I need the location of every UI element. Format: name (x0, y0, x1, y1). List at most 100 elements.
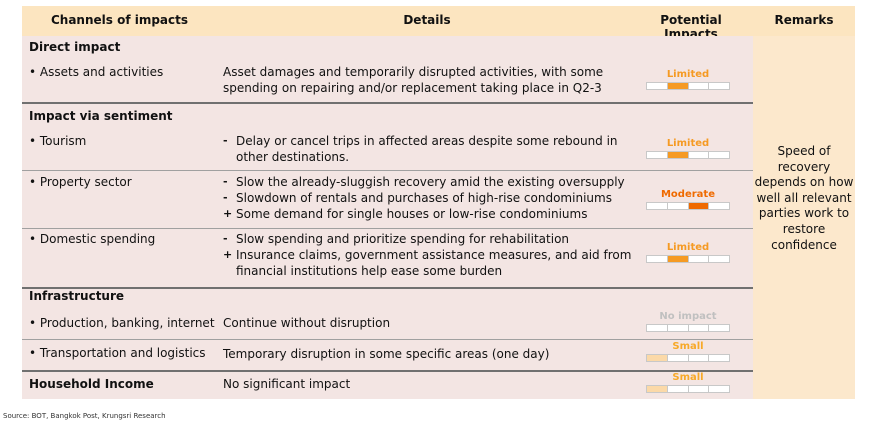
impact-label: Moderate (660, 189, 715, 200)
impact-bar-segment (708, 202, 730, 210)
details-cell: - Delay or cancel trips in affected areas… (223, 133, 618, 165)
impact-bar-segment (666, 385, 689, 393)
impact-label: Limited (666, 69, 710, 80)
detail-line: - Slow spending and prioritize spending f… (223, 231, 631, 247)
minus-marker: - (223, 134, 228, 147)
detail-text: Slowdown of rentals and purchases of hig… (236, 191, 612, 205)
detail-text: Delay or cancel trips in affected areas … (236, 134, 618, 148)
impact-bar-segment (646, 255, 668, 263)
impact-bar-segment (666, 151, 689, 159)
impact-bar-segment (708, 255, 730, 263)
detail-text: Temporary disruption in some specific ar… (223, 347, 550, 361)
detail-line: Asset damages and temporarily disrupted … (223, 64, 603, 80)
minus-marker: - (223, 232, 228, 245)
impact-bar-segment (687, 202, 710, 210)
impact-label: Small (672, 372, 704, 383)
detail-line: + Some demand for single houses or low-ri… (223, 206, 625, 222)
impact-gauge: Limited (646, 68, 730, 90)
channel-tourism: • Tourism (29, 134, 87, 148)
detail-line: + Insurance claims, government assistance… (223, 247, 631, 263)
impact-bar-segment (708, 324, 730, 332)
detail-text: Asset damages and temporarily disrupted … (223, 65, 604, 79)
detail-line: Continue without disruption (223, 315, 390, 331)
detail-line: - Slow the already-sluggish recovery amid… (223, 174, 625, 190)
table-header: Channels of impacts Details Potential Im… (22, 6, 855, 41)
impact-bar (646, 151, 730, 159)
impact-bar (646, 354, 730, 362)
details-cell: - Slow the already-sluggish recovery amid… (223, 174, 625, 222)
impact-gauge: Moderate (646, 188, 730, 210)
impact-bar-segment (666, 324, 689, 332)
impact-bar (646, 385, 730, 393)
impact-bar-segment (708, 354, 730, 362)
row-divider (22, 228, 753, 229)
detail-text: Slow the already-sluggish recovery amid … (236, 175, 625, 189)
impact-bar-segment (646, 385, 668, 393)
header-channels: Channels of impacts (50, 13, 189, 27)
impact-bar (646, 324, 730, 332)
impact-label: Limited (666, 138, 710, 149)
channel-production: • Production, banking, internet (29, 316, 215, 330)
impact-bar-segment (646, 354, 668, 362)
detail-line: Temporary disruption in some specific ar… (223, 346, 549, 362)
detail-line: spending on repairing and/or replacement… (223, 80, 603, 96)
impact-bar-segment (646, 324, 668, 332)
section-divider (22, 102, 753, 104)
impact-gauge: No impact (646, 310, 730, 332)
header-remarks: Remarks (774, 13, 834, 27)
detail-text: spending on repairing and/or replacement… (223, 81, 602, 95)
minus-marker: - (223, 175, 228, 188)
section-household-income: Household Income (29, 377, 154, 391)
minus-marker: - (223, 191, 228, 204)
details-cell: Temporary disruption in some specific ar… (223, 346, 549, 362)
section-impact-via-sentiment: Impact via sentiment (29, 109, 173, 123)
impact-bar-segment (687, 354, 710, 362)
impact-bar-segment (666, 255, 689, 263)
detail-text: Insurance claims, government assistance … (236, 248, 632, 262)
impact-bar-segment (666, 82, 689, 90)
details-cell: - Slow spending and prioritize spending f… (223, 231, 631, 279)
impact-label: Small (672, 341, 704, 352)
impact-gauge: Small (646, 340, 730, 362)
impact-bar-segment (708, 385, 730, 393)
detail-text: No significant impact (223, 377, 351, 391)
row-divider (22, 339, 753, 340)
header-details: Details (403, 13, 451, 27)
remarks-column: Speed of recovery depends on how well al… (753, 36, 855, 399)
detail-line: - Delay or cancel trips in affected areas… (223, 133, 618, 149)
detail-line: - Slowdown of rentals and purchases of hi… (223, 190, 625, 206)
detail-line: financial institutions help ease some bu… (223, 263, 631, 279)
impact-bar-segment (666, 202, 689, 210)
plus-marker: + (223, 248, 233, 261)
details-cell: Asset damages and temporarily disrupted … (223, 64, 603, 96)
detail-text: other destinations. (236, 150, 350, 164)
impact-label: No impact (659, 311, 717, 322)
row-divider (22, 170, 753, 171)
impact-gauge: Limited (646, 137, 730, 159)
detail-text: Slow spending and prioritize spending fo… (236, 232, 570, 246)
impact-label: Limited (666, 242, 710, 253)
channel-transportation: • Transportation and logistics (29, 346, 206, 360)
impact-bar-segment (687, 385, 710, 393)
section-infrastructure: Infrastructure (29, 289, 125, 303)
impact-bar (646, 202, 730, 210)
section-divider (22, 370, 753, 372)
impact-bar-segment (687, 82, 710, 90)
table-body (22, 36, 753, 399)
impact-bar-segment (666, 354, 689, 362)
impact-bar-segment (708, 82, 730, 90)
impact-bar-segment (646, 202, 668, 210)
channel-domestic-spending: • Domestic spending (29, 232, 156, 246)
remarks-text: Speed of recovery depends on how well al… (754, 144, 854, 252)
channel-property: • Property sector (29, 175, 132, 189)
detail-line: No significant impact (223, 376, 350, 392)
impact-bar-segment (708, 151, 730, 159)
impact-gauge: Small (646, 371, 730, 393)
detail-text: Some demand for single houses or low-ris… (236, 207, 588, 221)
impact-bar-segment (687, 324, 710, 332)
impact-bar-segment (646, 151, 668, 159)
plus-marker: + (223, 207, 233, 220)
impact-bar-segment (687, 255, 710, 263)
impact-bar (646, 82, 730, 90)
impact-bar-segment (687, 151, 710, 159)
